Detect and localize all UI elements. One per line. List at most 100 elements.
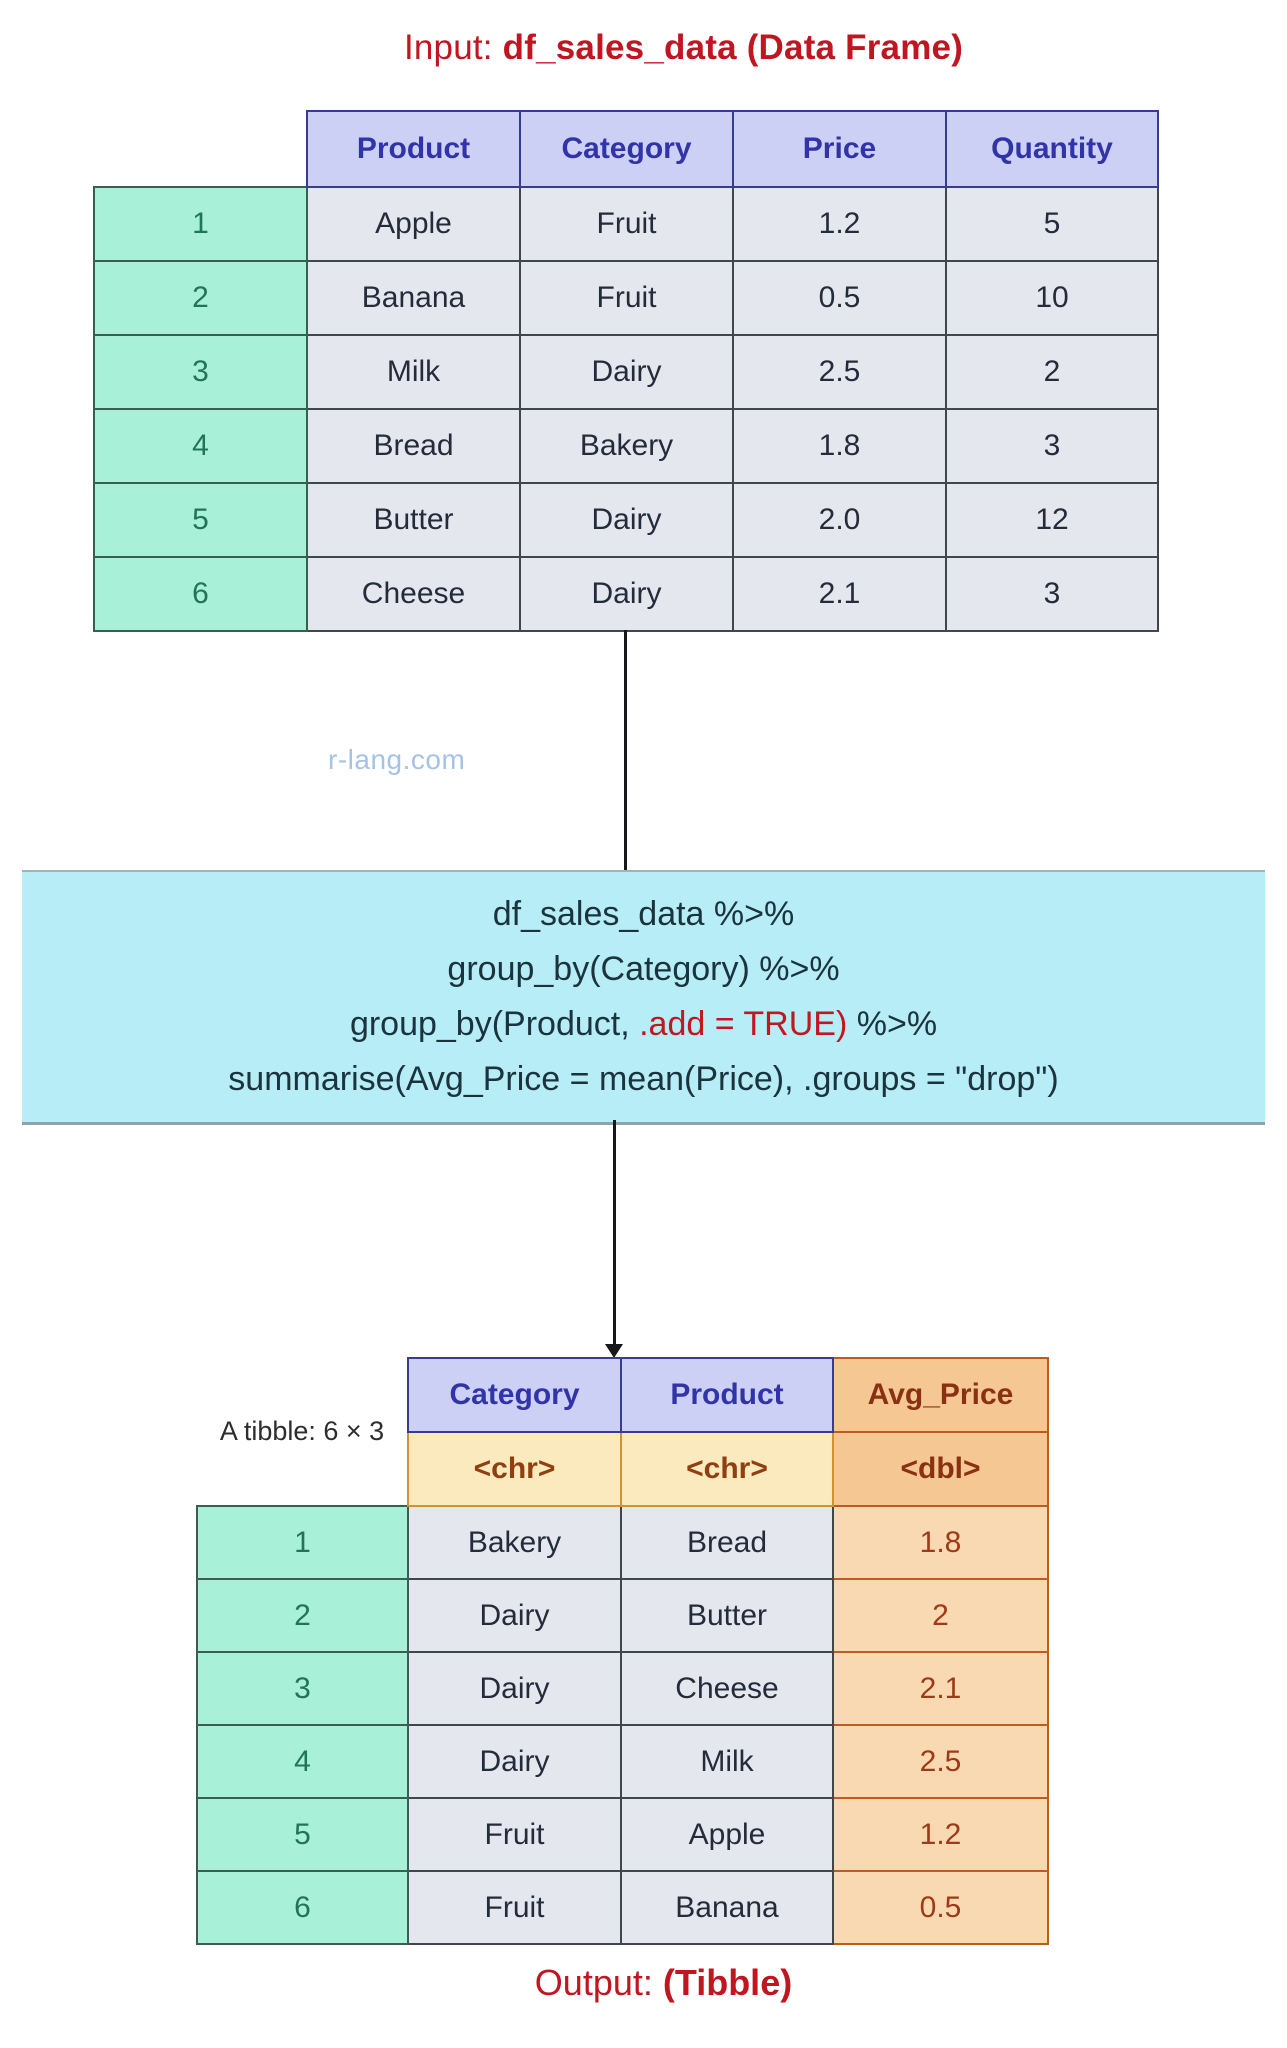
input-header-row: Product Category Price Quantity: [94, 110, 1159, 188]
data-cell: Dairy: [407, 1724, 622, 1799]
data-cell: Milk: [306, 334, 521, 410]
dtype-cell: <chr>: [407, 1431, 622, 1507]
data-cell: Dairy: [407, 1651, 622, 1726]
table-row: 4 Bread Bakery 1.8 3: [93, 408, 1159, 484]
code-line-1: df_sales_data %>%: [492, 895, 795, 933]
output-title-main: (Tibble): [662, 1962, 793, 2003]
code-line-3-pre: group_by(Product,: [349, 1005, 640, 1043]
data-cell: 2.5: [832, 1724, 1049, 1799]
data-cell: 1.2: [832, 1797, 1049, 1872]
row-index-cell: 5: [93, 482, 308, 558]
input-data-frame-table: Product Category Price Quantity 1 Apple …: [93, 110, 1159, 632]
table-row: 1 Apple Fruit 1.2 5: [93, 186, 1159, 262]
column-header: Quantity: [945, 110, 1159, 188]
data-cell: Dairy: [407, 1578, 622, 1653]
table-row: 1 Bakery Bread 1.8: [196, 1505, 1049, 1580]
data-cell: Apple: [620, 1797, 834, 1872]
data-cell: Milk: [620, 1724, 834, 1799]
row-index-cell: 4: [196, 1724, 409, 1799]
row-index-cell: 3: [196, 1651, 409, 1726]
row-index-cell: 1: [196, 1505, 409, 1580]
column-header: Price: [732, 110, 947, 188]
row-index-cell: 6: [93, 556, 308, 632]
connector-line-input-to-code: [624, 630, 627, 870]
row-index-cell: 4: [93, 408, 308, 484]
table-row: 3 Dairy Cheese 2.1: [196, 1651, 1049, 1726]
output-title-prefix: Output:: [534, 1962, 663, 2003]
code-line-3-highlight: .add = TRUE): [639, 1005, 848, 1043]
data-cell: Bread: [306, 408, 521, 484]
table-row: 6 Cheese Dairy 2.1 3: [93, 556, 1159, 632]
output-tibble-table: A tibble: 6 × 3 Category Product Avg_Pri…: [196, 1357, 1049, 1945]
dtype-row: <chr> <chr> <dbl>: [197, 1431, 1049, 1507]
input-title-prefix: Input:: [403, 28, 503, 67]
data-cell: Dairy: [519, 556, 734, 632]
data-cell: Cheese: [620, 1651, 834, 1726]
code-line-2: group_by(Category) %>%: [447, 950, 840, 988]
code-line-3: group_by(Product, .add = TRUE) %>%: [350, 997, 937, 1052]
data-cell: 12: [945, 482, 1159, 558]
input-title-main: df_sales_data (Data Frame): [502, 28, 964, 67]
data-cell: Banana: [620, 1870, 834, 1945]
arrowhead-down-icon: [605, 1344, 623, 1358]
data-cell: 1.8: [732, 408, 947, 484]
data-cell: 5: [945, 186, 1159, 262]
dtype-cell: <dbl>: [832, 1431, 1049, 1507]
row-index-cell: 2: [93, 260, 308, 336]
row-index-cell: 2: [196, 1578, 409, 1653]
data-cell: Bakery: [519, 408, 734, 484]
column-header: Category: [407, 1357, 622, 1433]
dtype-cell: <chr>: [620, 1431, 834, 1507]
data-cell: Dairy: [519, 482, 734, 558]
table-row: 5 Butter Dairy 2.0 12: [93, 482, 1159, 558]
data-cell: Butter: [620, 1578, 834, 1653]
data-cell: 0.5: [832, 1870, 1049, 1945]
data-cell: 3: [945, 408, 1159, 484]
data-cell: 1.8: [832, 1505, 1049, 1580]
table-row: 2 Banana Fruit 0.5 10: [93, 260, 1159, 336]
table-row: 2 Dairy Butter 2: [196, 1578, 1049, 1653]
output-title: Output: (Tibble): [40, 1962, 1287, 2004]
corner-blank-cell: [94, 111, 307, 187]
input-title: Input: df_sales_data (Data Frame): [80, 28, 1287, 68]
code-block: df_sales_data %>% group_by(Category) %>%…: [22, 870, 1265, 1125]
data-cell: Apple: [306, 186, 521, 262]
data-cell: Fruit: [519, 186, 734, 262]
output-header-row: A tibble: 6 × 3 Category Product Avg_Pri…: [197, 1357, 1049, 1446]
data-cell: Fruit: [407, 1870, 622, 1945]
row-index-cell: 5: [196, 1797, 409, 1872]
code-line-4: summarise(Avg_Price = mean(Price), .grou…: [228, 1060, 1059, 1098]
data-cell: 2: [832, 1578, 1049, 1653]
column-header: Category: [519, 110, 734, 188]
data-cell: Fruit: [407, 1797, 622, 1872]
column-header: Product: [620, 1357, 834, 1433]
data-cell: Banana: [306, 260, 521, 336]
data-cell: 3: [945, 556, 1159, 632]
data-cell: 2.1: [732, 556, 947, 632]
data-cell: Cheese: [306, 556, 521, 632]
column-header: Avg_Price: [832, 1357, 1049, 1433]
data-cell: 10: [945, 260, 1159, 336]
data-cell: 2: [945, 334, 1159, 410]
data-cell: Bread: [620, 1505, 834, 1580]
data-cell: Bakery: [407, 1505, 622, 1580]
data-cell: 2.1: [832, 1651, 1049, 1726]
table-row: 5 Fruit Apple 1.2: [196, 1797, 1049, 1872]
data-cell: Fruit: [519, 260, 734, 336]
column-header: Product: [306, 110, 521, 188]
table-row: 4 Dairy Milk 2.5: [196, 1724, 1049, 1799]
data-cell: 0.5: [732, 260, 947, 336]
data-cell: Dairy: [519, 334, 734, 410]
row-index-cell: 6: [196, 1870, 409, 1945]
watermark: r-lang.com: [328, 744, 466, 775]
data-cell: Butter: [306, 482, 521, 558]
tibble-dimensions-note: A tibble: 6 × 3: [219, 1416, 385, 1446]
code-line-3-post: %>%: [847, 1005, 938, 1043]
connector-line-code-to-output: [613, 1120, 616, 1346]
row-index-cell: 1: [93, 186, 308, 262]
row-index-cell: 3: [93, 334, 308, 410]
data-cell: 2.5: [732, 334, 947, 410]
data-cell: 1.2: [732, 186, 947, 262]
table-row: 3 Milk Dairy 2.5 2: [93, 334, 1159, 410]
